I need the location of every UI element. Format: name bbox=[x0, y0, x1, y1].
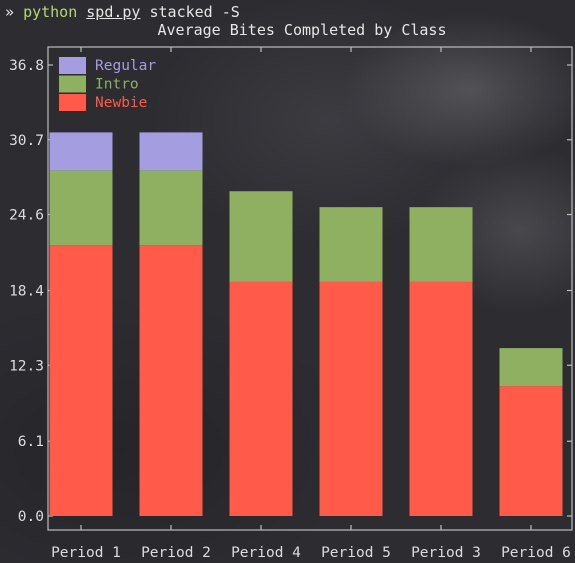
bar-segment-intro bbox=[409, 207, 473, 282]
bar-segment-intro bbox=[49, 170, 113, 246]
script-name: spd.py bbox=[86, 3, 141, 21]
y-tick-label: 18.4 bbox=[9, 284, 44, 300]
bar-segment-intro bbox=[229, 191, 293, 282]
bar-segment-intro bbox=[499, 348, 563, 387]
y-tick-label: 30.7 bbox=[9, 133, 44, 149]
y-tick-label: 12.3 bbox=[9, 358, 44, 374]
x-tick-label: Period 1 bbox=[51, 545, 121, 561]
x-tick-label: Period 3 bbox=[411, 545, 481, 561]
x-tick-label: Period 5 bbox=[321, 545, 391, 561]
bar-segment-intro bbox=[319, 207, 383, 282]
legend-label: Newbie bbox=[95, 95, 147, 111]
y-tick-label: 0.0 bbox=[18, 509, 44, 525]
bar-segment-intro bbox=[139, 170, 203, 246]
legend-swatch bbox=[59, 75, 86, 93]
command-name: python bbox=[23, 3, 78, 21]
y-tick-label: 6.1 bbox=[18, 434, 44, 450]
prompt-symbol: » bbox=[5, 3, 15, 21]
x-tick-label: Period 2 bbox=[141, 545, 211, 561]
y-tick-label: 24.6 bbox=[9, 208, 44, 224]
bar-segment-newbie bbox=[139, 245, 203, 516]
bar-segment-regular bbox=[139, 132, 203, 171]
bar-segment-regular bbox=[49, 132, 113, 171]
bar-segment-newbie bbox=[49, 245, 113, 516]
chart-legend: Regular Intro Newbie bbox=[59, 57, 156, 111]
x-tick-label: Period 4 bbox=[231, 545, 301, 561]
plot-frame bbox=[47, 46, 573, 531]
bar-segment-newbie bbox=[319, 281, 383, 516]
command-args: stacked -S bbox=[149, 3, 240, 21]
x-tick-label: Period 6 bbox=[501, 545, 571, 561]
chart-axes: 0.0 6.1 12.3 18.4 24.6 30.7 36.8 Period 1 Period… bbox=[9, 46, 573, 561]
bar-segment-newbie bbox=[409, 281, 473, 516]
terminal-command-line: » python spd.py stacked -S bbox=[5, 2, 240, 22]
chart-bars bbox=[49, 132, 563, 516]
legend-label: Regular bbox=[95, 58, 156, 74]
legend-label: Intro bbox=[95, 77, 139, 93]
legend-swatch bbox=[59, 94, 86, 111]
chart-title: Average Bites Completed by Class bbox=[157, 21, 447, 39]
legend-swatch bbox=[59, 57, 86, 74]
bar-segment-newbie bbox=[229, 281, 293, 516]
y-tick-label: 36.8 bbox=[9, 58, 44, 74]
bar-segment-newbie bbox=[499, 386, 563, 516]
